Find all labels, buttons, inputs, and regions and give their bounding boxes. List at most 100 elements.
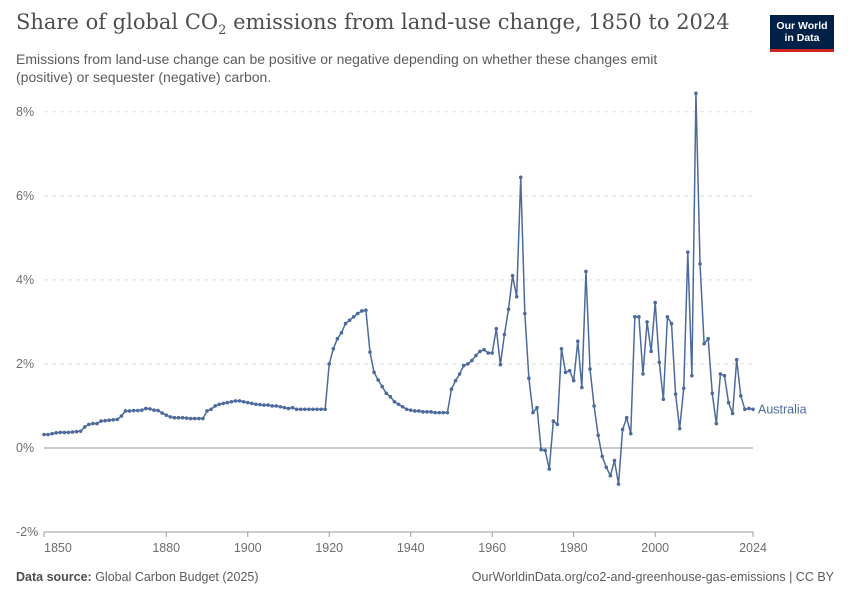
data-source: Data source: Global Carbon Budget (2025) [16, 570, 259, 584]
data-point [115, 417, 120, 422]
data-point [139, 408, 144, 412]
data-point [441, 410, 446, 415]
x-tick-label: 2000 [641, 541, 669, 555]
data-point [192, 416, 197, 421]
data-point [588, 367, 592, 371]
series-line [44, 92, 754, 485]
data-point [747, 406, 751, 411]
x-tick-label: 2024 [739, 541, 767, 555]
data-point [339, 331, 344, 335]
data-point [743, 407, 747, 412]
data-point [188, 416, 193, 421]
data-point [429, 410, 433, 414]
data-point [547, 467, 552, 471]
data-point [551, 419, 556, 423]
data-point [470, 358, 474, 363]
data-point [58, 430, 63, 435]
data-point [543, 448, 547, 453]
data-point [738, 394, 743, 398]
data-point [372, 370, 376, 375]
data-point [135, 408, 140, 413]
data-point [686, 250, 690, 254]
data-point [87, 422, 91, 427]
data-point [254, 402, 258, 407]
data-point [201, 416, 205, 421]
x-tick-label: 1940 [397, 541, 425, 555]
data-point [461, 363, 466, 368]
data-point [111, 418, 116, 422]
data-point [278, 404, 283, 409]
data-point [396, 402, 401, 407]
data-point [270, 404, 274, 408]
data-point [311, 407, 315, 412]
data-point [702, 341, 706, 346]
data-point [673, 392, 678, 396]
data-point [266, 403, 270, 407]
data-point [384, 391, 389, 396]
logo-line-1: Our World [776, 20, 828, 32]
data-point [388, 394, 393, 399]
data-point [498, 362, 503, 367]
y-tick-label: 8% [16, 105, 34, 119]
data-point [286, 406, 291, 411]
data-point [213, 404, 217, 408]
data-point [657, 360, 662, 365]
data-point [482, 347, 486, 352]
data-point [535, 405, 539, 410]
x-tick-label: 1960 [478, 541, 506, 555]
data-point [164, 413, 169, 417]
data-point [290, 405, 295, 410]
data-point [250, 401, 254, 406]
data-point [95, 421, 99, 426]
data-point [645, 320, 649, 324]
data-point [494, 326, 499, 331]
data-point [380, 384, 385, 389]
data-point [307, 407, 311, 412]
data-point [641, 372, 645, 376]
data-point [74, 429, 79, 434]
x-tick-label: 1850 [44, 541, 72, 555]
source-value: Global Carbon Budget (2025) [91, 570, 259, 584]
data-point [315, 407, 319, 412]
data-point [580, 385, 584, 390]
x-tick-label: 1900 [234, 541, 262, 555]
data-point [274, 404, 279, 408]
data-point [624, 415, 629, 420]
x-tick-label: 1920 [315, 541, 343, 555]
data-point [168, 415, 173, 419]
owid-logo[interactable]: Our World in Data [770, 15, 834, 52]
data-point [555, 422, 560, 427]
data-point [42, 432, 46, 437]
data-point [726, 400, 731, 405]
data-point [486, 351, 490, 355]
data-point [225, 400, 230, 405]
data-point [82, 425, 87, 429]
data-point [527, 376, 531, 381]
data-point [502, 332, 507, 337]
data-point [107, 418, 111, 423]
data-point [706, 336, 710, 341]
data-point [421, 410, 425, 414]
data-point [563, 370, 568, 375]
x-axis: 1850 1880 1900 1920 1940 1960 1980 2000 2024 [43, 531, 767, 555]
data-point [245, 400, 250, 405]
data-point [445, 410, 450, 415]
y-tick-label: 2% [16, 357, 34, 371]
data-point [714, 421, 719, 426]
data-point [241, 399, 246, 404]
data-point [347, 318, 352, 323]
data-point [335, 336, 340, 341]
data-point [327, 362, 332, 366]
data-point [600, 454, 605, 459]
data-point [575, 339, 580, 344]
data-point [172, 415, 177, 420]
data-point [103, 418, 107, 423]
y-tick-label: -2% [16, 525, 38, 539]
data-point [653, 300, 658, 305]
footer-link[interactable]: OurWorldinData.org/co2-and-greenhouse-ga… [471, 570, 834, 584]
y-axis: -2% 0% 2% 4% 6% 8% [16, 105, 38, 539]
data-point [392, 399, 397, 404]
data-point [637, 315, 641, 319]
data-point [730, 411, 735, 416]
